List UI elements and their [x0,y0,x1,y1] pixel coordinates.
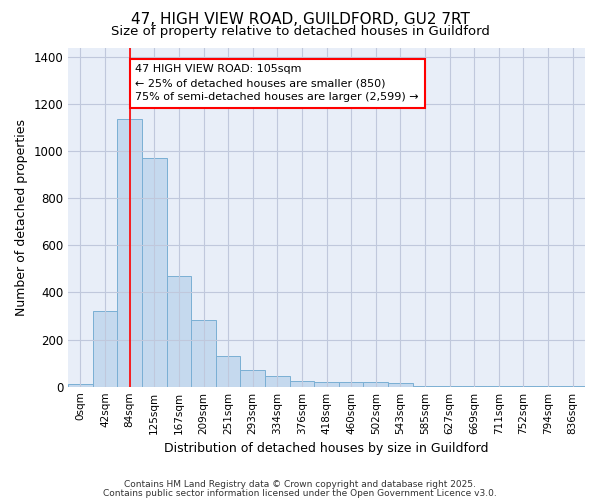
Text: Contains public sector information licensed under the Open Government Licence v3: Contains public sector information licen… [103,488,497,498]
Bar [364,382,388,386]
Text: Size of property relative to detached houses in Guildford: Size of property relative to detached ho… [110,25,490,38]
Bar [388,383,413,386]
Bar [68,384,93,386]
Bar [241,370,265,386]
Text: Contains HM Land Registry data © Crown copyright and database right 2025.: Contains HM Land Registry data © Crown c… [124,480,476,489]
Text: 47, HIGH VIEW ROAD, GUILDFORD, GU2 7RT: 47, HIGH VIEW ROAD, GUILDFORD, GU2 7RT [131,12,469,28]
Bar [191,320,216,386]
X-axis label: Distribution of detached houses by size in Guildford: Distribution of detached houses by size … [164,442,489,455]
Y-axis label: Number of detached properties: Number of detached properties [15,118,28,316]
Bar [142,158,167,386]
Bar [339,382,364,386]
Bar [314,382,339,386]
Bar [93,312,118,386]
Text: 47 HIGH VIEW ROAD: 105sqm
← 25% of detached houses are smaller (850)
75% of semi: 47 HIGH VIEW ROAD: 105sqm ← 25% of detac… [136,64,419,102]
Bar [216,356,241,386]
Bar [167,276,191,386]
Bar [265,376,290,386]
Bar [118,120,142,386]
Bar [290,381,314,386]
